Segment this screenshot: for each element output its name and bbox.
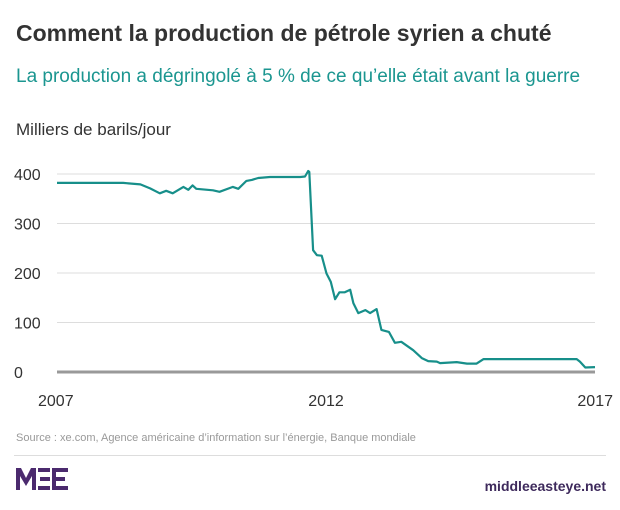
y-axis-label: Milliers de barils/jour <box>16 120 171 139</box>
y-tick-labels: 0 100 200 300 400 <box>14 167 41 382</box>
chart-title: Comment la production de pétrole syrien … <box>16 20 552 46</box>
source-note: Source : xe.com, Agence américaine d’inf… <box>16 432 416 444</box>
series-line-production <box>57 169 596 369</box>
x-tick-label: 2017 <box>577 393 613 410</box>
y-tick-label: 100 <box>14 316 41 333</box>
mee-logo <box>16 468 68 490</box>
y-tick-label: 0 <box>14 365 23 382</box>
x-tick-label: 2012 <box>308 393 344 410</box>
footer-divider <box>14 455 606 456</box>
y-tick-label: 400 <box>14 167 41 184</box>
chart-subtitle: La production a dégringolé à 5 % de ce q… <box>16 66 581 87</box>
x-tick-labels: 2007 2012 2017 <box>38 393 613 410</box>
y-tick-label: 300 <box>14 217 41 234</box>
x-tick-label: 2007 <box>38 393 74 410</box>
line-chart: 0 100 200 300 400 2007 2012 2017 <box>14 167 613 410</box>
site-url[interactable]: middleeasteye.net <box>484 478 606 494</box>
y-tick-label: 200 <box>14 266 41 283</box>
